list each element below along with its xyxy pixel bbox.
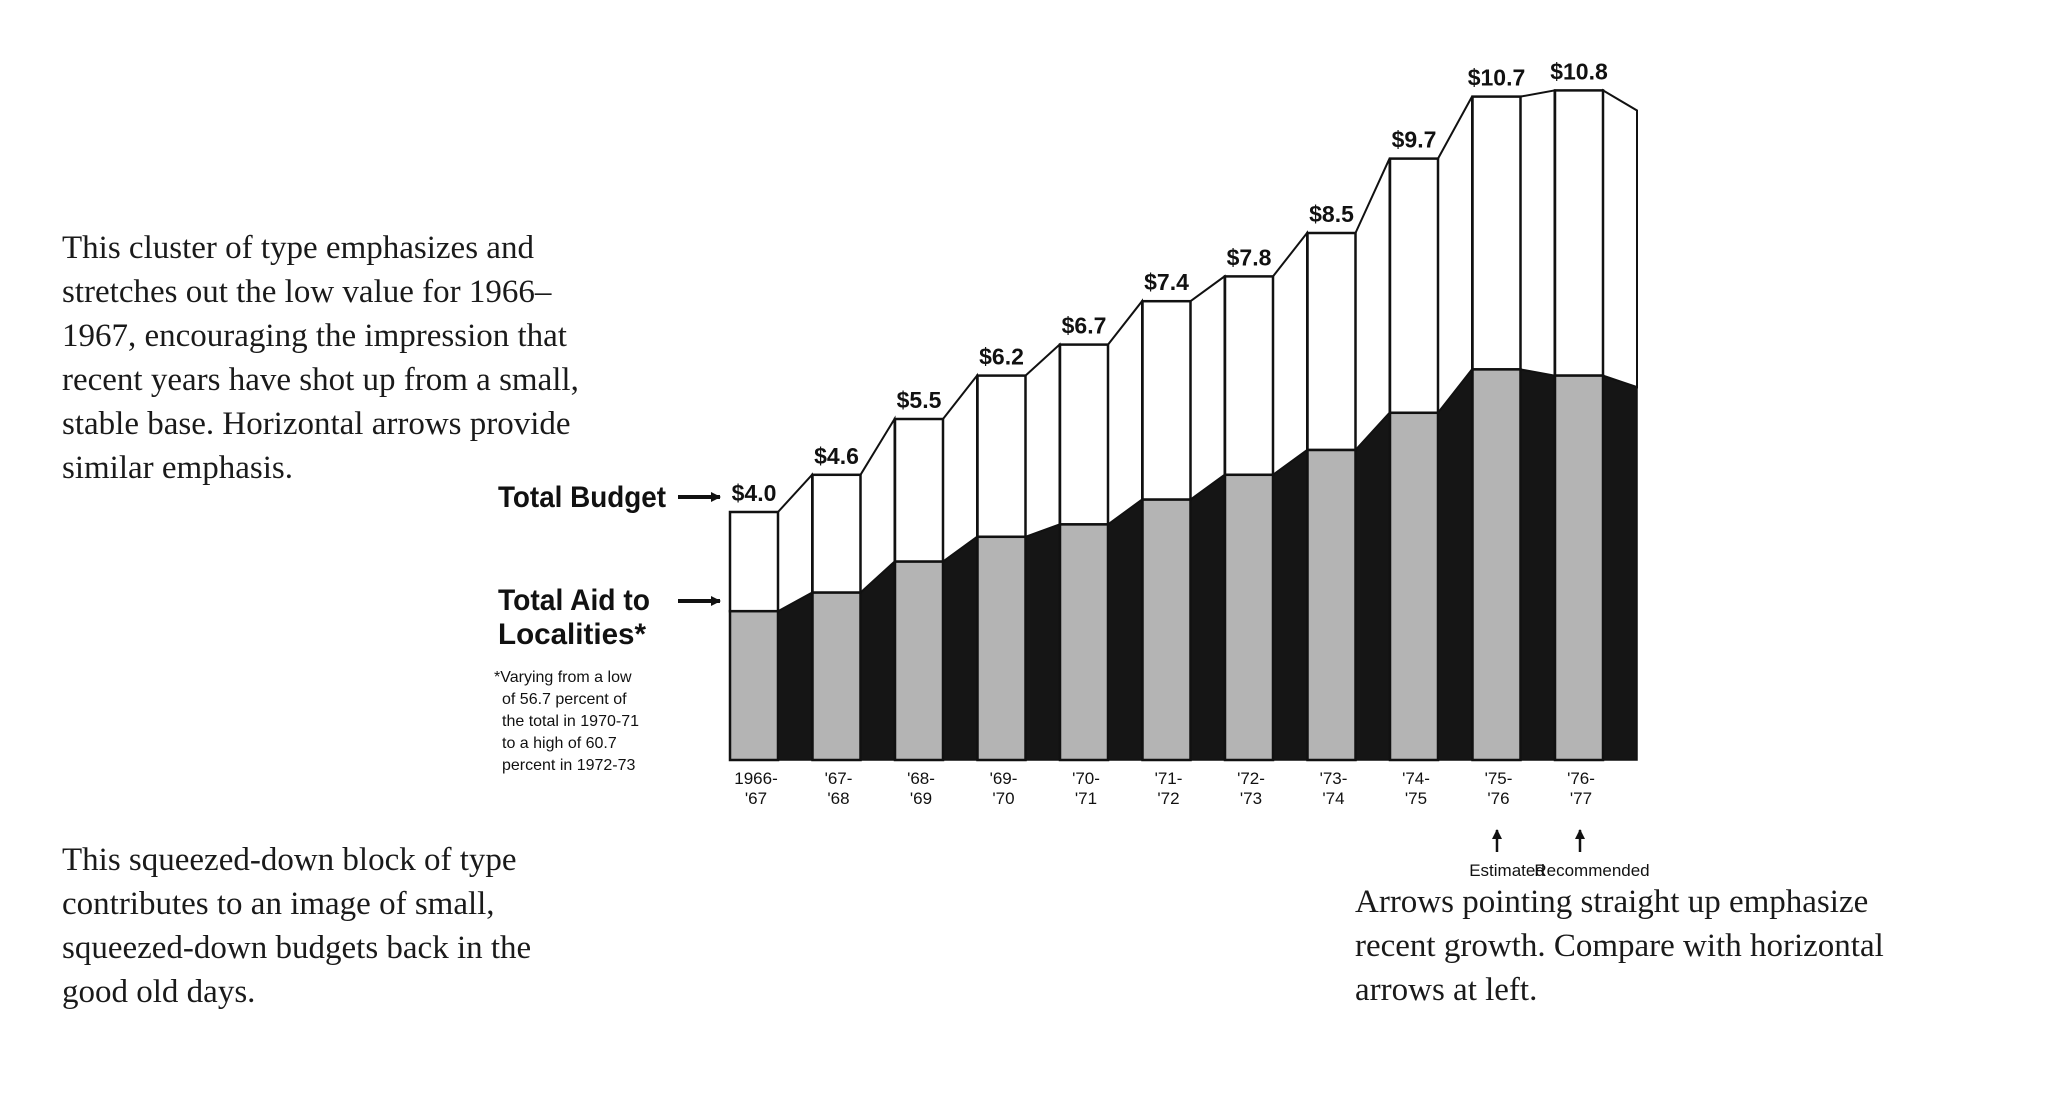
- category-label-5-line2: '72: [1157, 789, 1179, 808]
- budget-side-band-2: [942, 372, 978, 564]
- category-label-7-line2: '74: [1322, 789, 1344, 808]
- category-label-9-line2: '76: [1487, 789, 1509, 808]
- aid-bar-6: [1223, 473, 1275, 762]
- category-label-4-line2: '71: [1075, 789, 1097, 808]
- footnote-line-5: percent in 1972-73: [502, 757, 636, 774]
- category-label-10-line1: '76-: [1567, 769, 1595, 788]
- budget-side-band-10: [1602, 88, 1638, 389]
- footnote-line-4: to a high of 60.7: [502, 735, 617, 752]
- aid-side-band-8: [1437, 367, 1473, 761]
- aid-side-band-2: [942, 535, 978, 761]
- category-label-6-line1: '72-: [1237, 769, 1265, 788]
- budget-bar-9: [1471, 95, 1522, 371]
- aid-bar-0: [728, 609, 780, 762]
- footnote-line-3: the total in 1970-71: [502, 713, 639, 730]
- legend-total-aid-line2: Localities*: [498, 618, 646, 651]
- budget-side-band-8: [1437, 96, 1473, 416]
- value-label-10: $10.8: [1550, 58, 1608, 84]
- category-label-9-line1: '75-: [1485, 769, 1513, 788]
- aid-bar-5: [1141, 498, 1192, 762]
- aid-side-band-7: [1354, 410, 1391, 761]
- budget-bar-6: [1223, 275, 1275, 477]
- footnote-line-1: *Varying from a low: [494, 669, 632, 686]
- category-label-2-line2: '69: [910, 789, 932, 808]
- aid-side-band-4: [1107, 498, 1143, 761]
- value-label-5: $7.4: [1144, 269, 1189, 295]
- value-label-9: $10.7: [1468, 65, 1526, 91]
- budget-side-band-5: [1189, 274, 1226, 502]
- budget-side-band-6: [1272, 230, 1308, 477]
- aid-bar-7: [1306, 448, 1357, 762]
- budget-side-band-1: [859, 415, 896, 595]
- legend-total-aid-line1: Total Aid to: [498, 584, 650, 617]
- budget-bar-2: [893, 417, 945, 563]
- category-label-8-line1: '74-: [1402, 769, 1430, 788]
- category-label-4-line1: '70-: [1072, 769, 1100, 788]
- category-label-3-line1: '69-: [990, 769, 1018, 788]
- category-label-0-line2: '67: [745, 789, 767, 808]
- category-label-5-line1: '71-: [1155, 769, 1183, 788]
- budget-bar-4: [1058, 343, 1110, 526]
- recommended-label: Recommended: [1534, 861, 1649, 880]
- aid-side-band-10: [1602, 374, 1638, 761]
- value-label-0: $4.0: [732, 480, 777, 506]
- category-label-10-line2: '77: [1570, 789, 1592, 808]
- category-label-2-line1: '68-: [907, 769, 935, 788]
- budget-bar-10: [1553, 89, 1605, 377]
- budget-bar-8: [1388, 157, 1440, 415]
- budget-side-band-4: [1107, 298, 1143, 527]
- aid-bar-8: [1388, 411, 1440, 762]
- labels-layer: $4.0 1966-'67 $4.6 '67-'68 $5.5 '68-'69 $6.2 '6…: [732, 58, 1608, 808]
- aid-side-band-6: [1272, 448, 1308, 761]
- budget-bar-1: [811, 473, 862, 594]
- budget-bar-7: [1306, 231, 1357, 452]
- aid-side-band-0: [777, 591, 813, 761]
- value-label-8: $9.7: [1392, 127, 1437, 153]
- value-label-2: $5.5: [897, 387, 942, 413]
- category-label-1-line2: '68: [827, 789, 849, 808]
- value-label-1: $4.6: [814, 443, 859, 469]
- annotation-top: This cluster of type emphasizes and stre…: [62, 230, 579, 486]
- aid-bar-3: [976, 535, 1027, 762]
- category-label-1-line1: '67-: [825, 769, 853, 788]
- aid-bar-10: [1553, 374, 1605, 762]
- category-label-3-line2: '70: [992, 789, 1014, 808]
- aid-bar-1: [811, 591, 862, 762]
- budget-side-band-9: [1519, 89, 1556, 377]
- budget-side-band-3: [1024, 342, 1061, 539]
- budget-bar-3: [976, 374, 1027, 539]
- category-label-6-line2: '73: [1240, 789, 1262, 808]
- footnote-line-2: of 56.7 percent of: [502, 691, 627, 708]
- value-label-3: $6.2: [979, 344, 1024, 370]
- category-label-8-line2: '75: [1405, 789, 1427, 808]
- budget-bar-5: [1141, 299, 1192, 501]
- category-label-7-line1: '73-: [1320, 769, 1348, 788]
- budget-side-band-0: [777, 472, 813, 613]
- aid-bar-4: [1058, 523, 1110, 762]
- value-label-7: $8.5: [1309, 201, 1354, 227]
- legend-total-budget: Total Budget: [498, 481, 666, 514]
- estimated-label: Estimated: [1469, 861, 1545, 880]
- aid-side-band-3: [1024, 523, 1061, 761]
- annotation-right: Arrows pointing straight up emphasize re…: [1355, 884, 1884, 1008]
- value-label-4: $6.7: [1062, 313, 1107, 339]
- annotation-bottom: This squeezed-down block of type contrib…: [62, 842, 532, 1010]
- budget-bar-0: [728, 510, 780, 613]
- aid-bar-2: [893, 560, 945, 762]
- aid-bar-9: [1471, 368, 1522, 762]
- aid-side-band-1: [859, 559, 896, 761]
- value-label-6: $7.8: [1227, 244, 1272, 270]
- aid-side-band-9: [1519, 368, 1556, 761]
- bars-layer: [728, 88, 1638, 762]
- budget-side-band-7: [1354, 158, 1391, 453]
- aid-side-band-5: [1189, 473, 1226, 761]
- category-label-0-line1: 1966-: [734, 769, 777, 788]
